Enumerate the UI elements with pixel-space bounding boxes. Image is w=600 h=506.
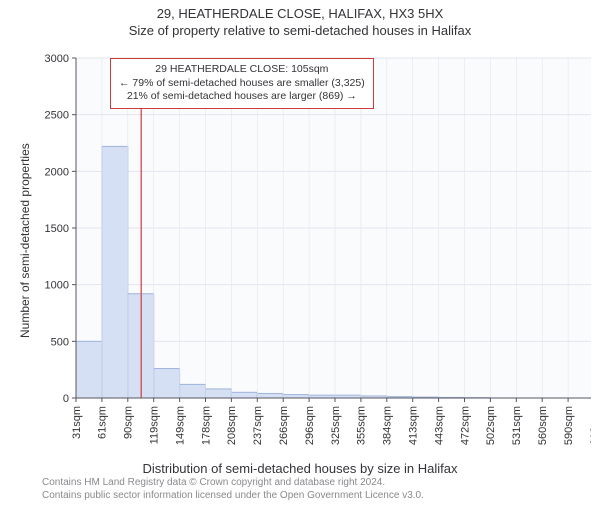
svg-text:149sqm: 149sqm [174,406,186,445]
svg-text:237sqm: 237sqm [252,406,264,445]
y-axis-label: Number of semi-detached properties [18,143,32,338]
histogram-svg: 0 500 1000 1500 2000 2500 3000 31sqm 61sqm 90sqm 1… [36,52,591,450]
svg-text:1500: 1500 [45,223,69,235]
svg-text:531sqm: 531sqm [511,406,523,445]
svg-text:619sqm: 619sqm [589,406,591,445]
chart-title-line1: 29, HEATHERDALE CLOSE, HALIFAX, HX3 5HX [0,6,600,21]
chart-title-line2: Size of property relative to semi-detach… [0,23,600,38]
svg-text:3000: 3000 [45,53,69,65]
svg-text:61sqm: 61sqm [97,406,109,439]
svg-text:31sqm: 31sqm [71,406,83,439]
svg-text:502sqm: 502sqm [485,406,497,445]
svg-text:1000: 1000 [45,280,69,292]
svg-text:472sqm: 472sqm [459,406,471,445]
svg-text:178sqm: 178sqm [200,406,212,445]
svg-text:384sqm: 384sqm [382,406,394,445]
footer-line2: Contains public sector information licen… [42,490,424,503]
chart-area: 0 500 1000 1500 2000 2500 3000 31sqm 61sqm 90sqm 1… [36,52,591,450]
annotation-line2: ← 79% of semi-detached houses are smalle… [119,77,365,91]
svg-text:500: 500 [51,336,69,348]
svg-text:2500: 2500 [45,110,69,122]
svg-text:266sqm: 266sqm [278,406,290,445]
svg-text:560sqm: 560sqm [537,406,549,445]
annotation-line3: 21% of semi-detached houses are larger (… [119,90,365,104]
svg-text:413sqm: 413sqm [408,406,420,445]
svg-text:296sqm: 296sqm [304,406,316,445]
x-axis-label: Distribution of semi-detached houses by … [0,461,600,476]
svg-text:119sqm: 119sqm [149,406,161,444]
annotation-line1: 29 HEATHERDALE CLOSE: 105sqm [119,63,365,77]
footer-attribution: Contains HM Land Registry data © Crown c… [42,477,424,502]
svg-text:90sqm: 90sqm [123,406,135,439]
annotation-box: 29 HEATHERDALE CLOSE: 105sqm ← 79% of se… [110,58,374,109]
svg-text:355sqm: 355sqm [356,406,368,445]
svg-text:2000: 2000 [45,166,69,178]
svg-text:325sqm: 325sqm [330,406,342,445]
svg-text:590sqm: 590sqm [563,406,575,445]
svg-text:443sqm: 443sqm [433,406,445,445]
footer-line1: Contains HM Land Registry data © Crown c… [42,477,424,490]
svg-text:0: 0 [63,393,69,405]
svg-text:208sqm: 208sqm [226,406,238,445]
